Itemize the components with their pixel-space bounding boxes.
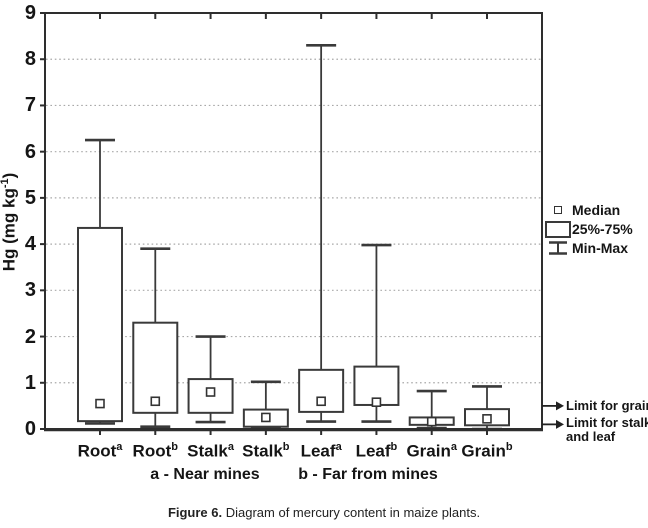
median-marker — [205, 387, 216, 397]
figure-caption-number: Figure 6. — [167, 505, 223, 520]
median-marker — [371, 397, 382, 407]
figure-caption-text: Diagram of mercury content in maize plan… — [222, 505, 481, 520]
legend-label-minmax: Min-Max — [572, 240, 628, 256]
x-category-label-stalk-a: Stalka — [187, 441, 234, 461]
median-marker — [426, 416, 437, 427]
x-category-label-leaf-b: Leafb — [355, 441, 398, 461]
y-tick-label-4: 4 — [24, 233, 36, 256]
y-tick-label-6: 6 — [24, 140, 36, 163]
box-leaf-b — [353, 243, 400, 423]
median-marker — [95, 398, 105, 409]
minmax-whisker-icon — [549, 241, 567, 255]
median-marker — [316, 396, 326, 407]
median-marker — [150, 396, 161, 407]
annotation-limit-for-stalk-and-leaf: Limit for stalk and leaf — [566, 415, 648, 444]
x-category-label-root-b: Rootb — [132, 441, 178, 461]
x-category-label-grain-b: Grainb — [461, 441, 513, 461]
y-tick-label-1: 1 — [24, 371, 36, 394]
y-tick-label-9: 9 — [24, 2, 36, 24]
box-grain-a — [408, 389, 455, 430]
y-tick-label-7: 7 — [24, 94, 36, 117]
x-category-label-leaf-a: Leafa — [300, 441, 342, 461]
median-marker — [261, 412, 271, 423]
median-marker-icon — [554, 206, 562, 214]
annotation-limit-for-grain: Limit for grain — [566, 398, 648, 413]
x-category-label-root-a: Roota — [77, 441, 123, 461]
y-tick-label-8: 8 — [24, 48, 36, 71]
legend: Median 25%-75% Min-Max — [544, 201, 646, 258]
median-marker — [482, 414, 492, 424]
box-leaf-a — [298, 44, 345, 423]
group-note-near-mines: a - Near mines — [150, 466, 260, 483]
box-stalk-b — [242, 380, 289, 430]
y-tick-label-2: 2 — [24, 325, 36, 348]
legend-label-median: Median — [572, 202, 621, 218]
legend-row-minmax: Min-Max — [544, 239, 646, 257]
quartile-box — [77, 226, 123, 423]
x-category-label-grain-a: Graina — [406, 441, 457, 461]
legend-row-median: Median — [544, 201, 646, 219]
legend-row-box: 25%-75% — [544, 220, 646, 238]
box-stalk-a — [187, 335, 234, 424]
y-tick-label-3: 3 — [24, 279, 36, 302]
box-root-a — [77, 138, 123, 425]
y-axis-title: Hg (mg kg-1) — [0, 122, 25, 322]
y-axis-title-sup: -1 — [0, 178, 11, 189]
box-grain-b — [464, 385, 510, 431]
y-axis-title-close: ) — [0, 172, 19, 179]
y-tick-label-5: 5 — [24, 186, 36, 209]
legend-label-box: 25%-75% — [572, 221, 633, 237]
y-tick-label-0: 0 — [24, 418, 36, 440]
quartile-box-icon — [545, 220, 571, 238]
annotation-arrowhead-icon-0 — [556, 401, 564, 411]
annotation-arrowhead-icon-1 — [556, 419, 564, 429]
group-note-far-from-mines: b - Far from mines — [298, 466, 438, 483]
figure-caption: Figure 6. Diagram of mercury content in … — [0, 505, 648, 520]
x-category-label-stalk-b: Stalkb — [242, 441, 290, 461]
box-root-b — [132, 247, 179, 428]
y-axis-title-text: Hg (mg kg — [0, 188, 19, 272]
